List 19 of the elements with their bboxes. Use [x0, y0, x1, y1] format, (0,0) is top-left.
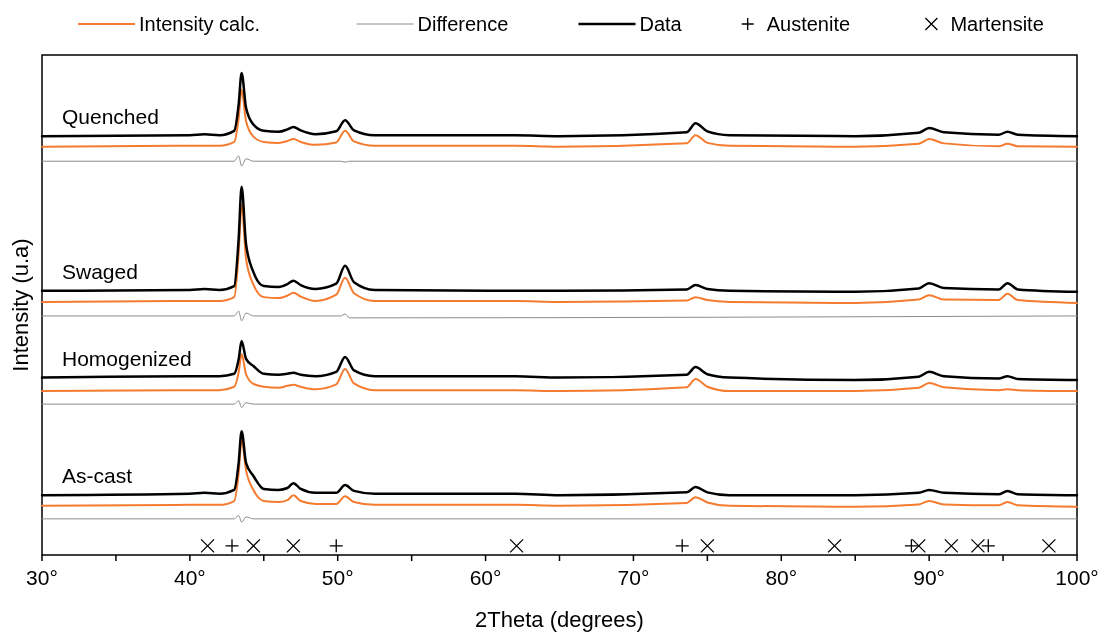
x-tick-label: 30°: [26, 566, 58, 589]
annotation: Homogenized: [62, 346, 192, 370]
x-tick-label: 50°: [321, 566, 354, 589]
annotation: Swaged: [62, 259, 138, 283]
x-tick-label: 80°: [765, 566, 798, 589]
legend-label: Difference: [417, 13, 509, 35]
x-tick-label: 60°: [469, 566, 502, 589]
x-tick-label: 70°: [617, 566, 650, 589]
x-axis-title: 2Theta (degrees): [475, 607, 644, 632]
legend-label: Martensite: [950, 13, 1044, 35]
y-axis-title: Intensity (u.a): [8, 238, 33, 372]
legend-label: Austenite: [766, 13, 851, 35]
x-tick-label: 40°: [173, 566, 206, 589]
annotation: As-cast: [62, 464, 133, 488]
x-tick-label: 100°: [1055, 566, 1099, 589]
legend-label: Intensity calc.: [139, 13, 261, 35]
legend-label: Data: [639, 13, 683, 35]
annotation: Quenched: [62, 105, 159, 129]
x-tick-label: 90°: [913, 566, 946, 589]
